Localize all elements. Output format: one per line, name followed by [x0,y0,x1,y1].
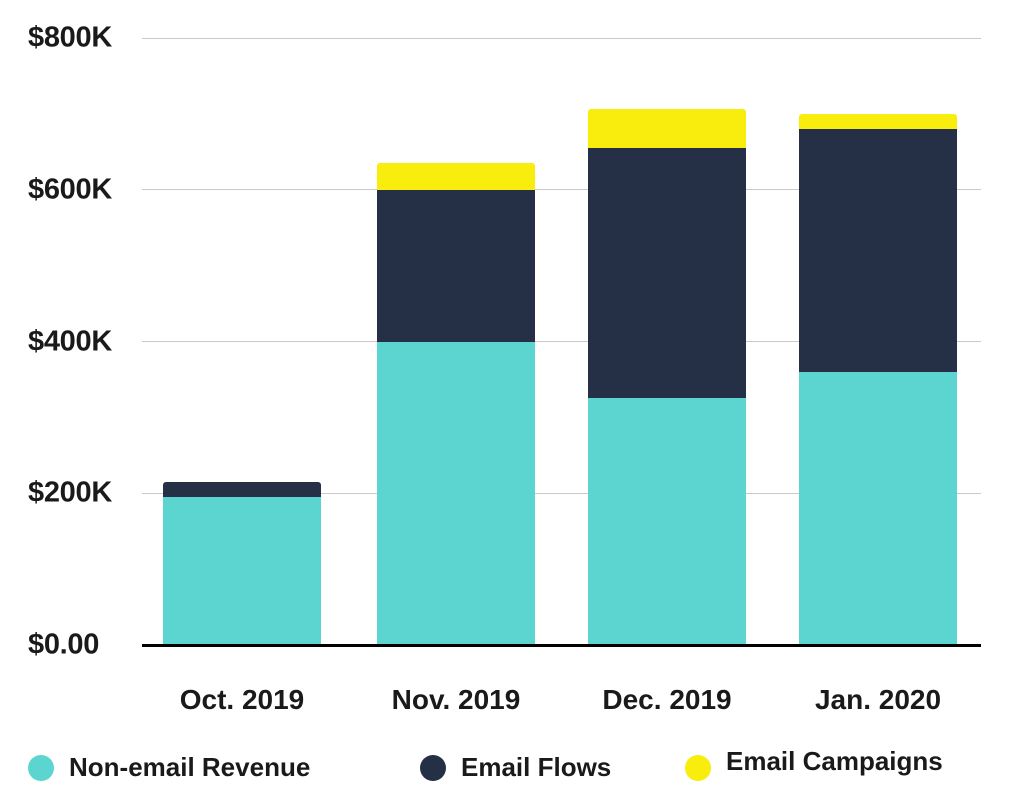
bar-segment-non-email-revenue [377,341,535,645]
x-axis-category-label: Oct. 2019 [179,684,305,715]
gridline-600k [142,189,981,191]
x-axis-category-label: Dec. 2019 [602,684,732,715]
bar-segment-email-flows [163,481,321,498]
legend-item-email-campaigns: Email Campaigns [685,746,943,783]
bar-segment-email-campaigns [799,113,957,130]
y-axis-tick-label: $200K [28,476,112,509]
gridline-200k [142,492,981,494]
legend-item-non-email-revenue: Non-email Revenue [28,752,310,783]
bar-segment-email-flows [377,189,535,342]
bar-segment-email-campaigns [588,108,746,149]
legend-label: Email Flows [461,752,612,782]
email-campaigns-legend-dot-icon [685,754,711,781]
x-axis-category-label: Nov. 2019 [391,684,521,715]
y-axis-tick-label: $600K [28,173,112,206]
legend-label: Non-email Revenue [69,752,311,782]
bar-segment-non-email-revenue [588,398,746,645]
gridline-400k [142,341,981,342]
x-axis-category-label: Jan. 2020 [814,684,942,715]
legend-item-email-flows: Email Flows [420,752,611,783]
y-axis-tick-label: $0.00 [28,628,100,661]
bar-segment-email-flows [799,129,957,372]
x-axis-baseline [142,643,981,647]
bar-segment-email-flows [588,148,746,399]
gridline-800k [142,37,981,39]
bar-segment-non-email-revenue [799,371,957,645]
y-axis-tick-label: $800K [28,21,112,54]
y-axis-tick-label: $400K [28,325,112,357]
non-email-revenue-legend-dot-icon [28,754,54,781]
legend-label: Email Campaigns [726,746,943,776]
bar-segment-email-campaigns [377,163,535,190]
bar-segment-non-email-revenue [163,497,321,645]
email-flows-legend-dot-icon [420,754,446,781]
